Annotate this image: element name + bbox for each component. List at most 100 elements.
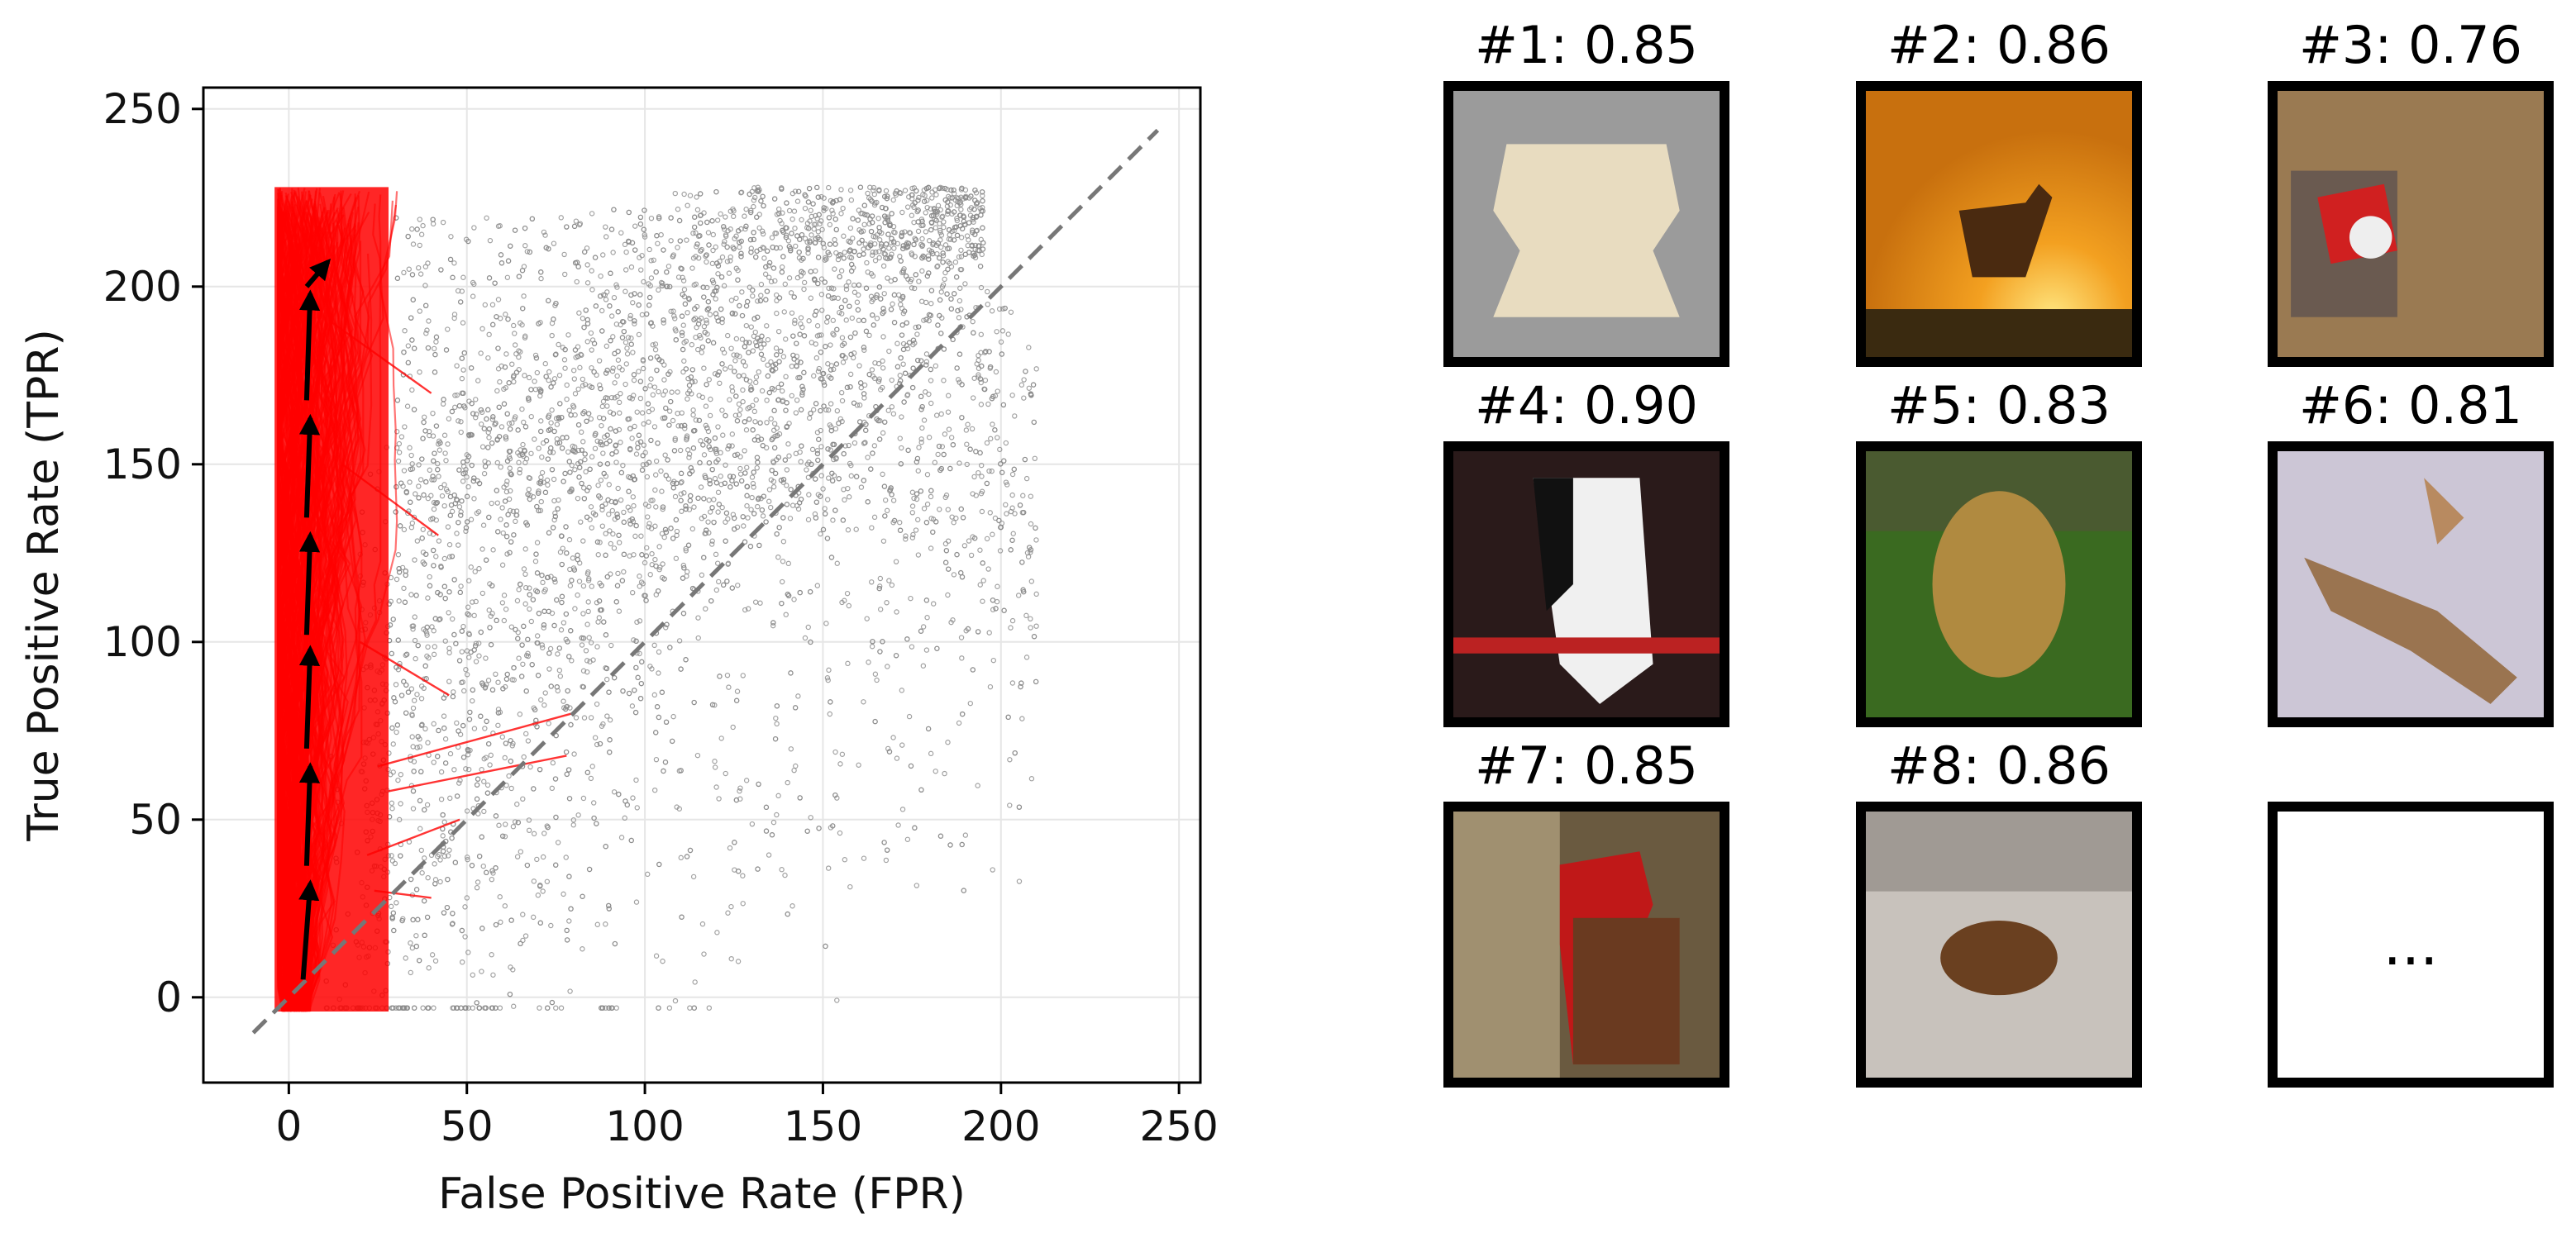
scatter-point <box>631 552 637 558</box>
scatter-point <box>782 872 788 878</box>
scatter-point <box>1008 547 1014 553</box>
scatter-point <box>550 525 556 531</box>
scatter-point <box>478 421 484 427</box>
scatter-point <box>694 346 701 353</box>
scatter-point <box>527 606 532 612</box>
scatter-point <box>677 238 683 244</box>
scatter-point <box>516 274 522 279</box>
scatter-point <box>864 259 870 266</box>
scatter-point <box>894 755 900 761</box>
scatter-point <box>484 416 489 422</box>
scatter-point <box>432 644 437 650</box>
scatter-point <box>928 545 934 551</box>
scatter-point <box>459 498 465 504</box>
scatter-point <box>915 198 921 203</box>
scatter-point <box>830 317 836 323</box>
scatter-point <box>653 269 659 275</box>
scatter-point <box>696 417 703 423</box>
scatter-point <box>743 778 750 783</box>
scatter-point <box>670 485 677 491</box>
scatter-point <box>599 583 604 588</box>
scatter-point <box>464 808 470 814</box>
scatter-point <box>493 671 499 678</box>
scatter-point <box>814 583 821 588</box>
scatter-point <box>736 401 742 407</box>
scatter-point <box>806 415 813 421</box>
scatter-point <box>985 302 990 307</box>
scatter-point <box>388 772 394 778</box>
scatter-point <box>813 476 818 482</box>
scatter-point <box>417 797 423 804</box>
scatter-point <box>911 495 917 502</box>
scatter-point <box>579 447 584 453</box>
scatter-point <box>865 455 871 460</box>
scatter-point <box>789 217 795 222</box>
scatter-point <box>908 595 914 602</box>
scatter-point <box>789 310 795 316</box>
scatter-point <box>863 427 869 433</box>
scatter-point <box>540 888 546 894</box>
scatter-point <box>638 680 645 687</box>
scatter-point <box>933 192 939 198</box>
scatter-point <box>937 255 942 261</box>
scatter-point <box>866 332 872 339</box>
scatter-point <box>473 415 479 421</box>
scatter-point <box>1016 804 1023 810</box>
scatter-point <box>628 341 634 347</box>
scatter-point <box>1008 625 1014 631</box>
scatter-point <box>768 416 774 421</box>
scatter-point <box>701 951 707 957</box>
scatter-point <box>928 516 934 521</box>
scatter-point <box>748 384 754 390</box>
scatter-point <box>408 315 414 321</box>
scatter-point <box>452 859 459 865</box>
scatter-point <box>852 289 858 295</box>
scatter-point <box>733 233 739 239</box>
scatter-point <box>883 857 890 864</box>
scatter-point <box>648 275 655 281</box>
scatter-point <box>867 184 873 190</box>
scatter-point <box>403 955 408 961</box>
scatter-point <box>592 255 599 260</box>
scatter-point <box>537 920 543 926</box>
scatter-point <box>543 438 550 444</box>
scatter-point <box>656 670 661 676</box>
scatter-point <box>408 499 413 505</box>
scatter-point <box>447 795 453 802</box>
scatter-point <box>928 750 934 757</box>
scatter-point <box>408 686 415 692</box>
scatter-point <box>854 299 861 305</box>
scatter-point <box>1017 502 1023 508</box>
scatter-point <box>697 191 704 197</box>
scatter-point <box>970 217 976 223</box>
scatter-point <box>607 528 613 534</box>
scatter-point <box>614 284 620 290</box>
scatter-point <box>816 436 822 442</box>
scatter-point <box>668 215 674 221</box>
scatter-point <box>681 287 688 293</box>
scatter-point <box>522 243 528 249</box>
scatter-point <box>911 241 917 248</box>
scatter-point <box>940 250 946 256</box>
scatter-point <box>414 226 420 232</box>
scatter-point <box>709 505 715 511</box>
scatter-point <box>891 245 897 251</box>
scatter-point <box>619 578 626 583</box>
scatter-point <box>422 807 427 813</box>
scatter-point <box>605 497 611 503</box>
scatter-point <box>932 187 938 193</box>
scatter-point <box>621 569 627 575</box>
scatter-point <box>909 285 915 291</box>
scatter-point <box>738 250 744 256</box>
scatter-point <box>781 309 787 315</box>
scatter-point <box>755 496 761 502</box>
scatter-point <box>637 221 644 227</box>
scatter-point <box>673 517 680 523</box>
scatter-point <box>546 369 552 375</box>
scatter-point <box>708 597 714 604</box>
scatter-point <box>518 674 525 679</box>
scatter-point <box>389 650 394 657</box>
scatter-point <box>490 972 496 978</box>
scatter-point <box>619 335 626 340</box>
scatter-point <box>793 410 799 416</box>
